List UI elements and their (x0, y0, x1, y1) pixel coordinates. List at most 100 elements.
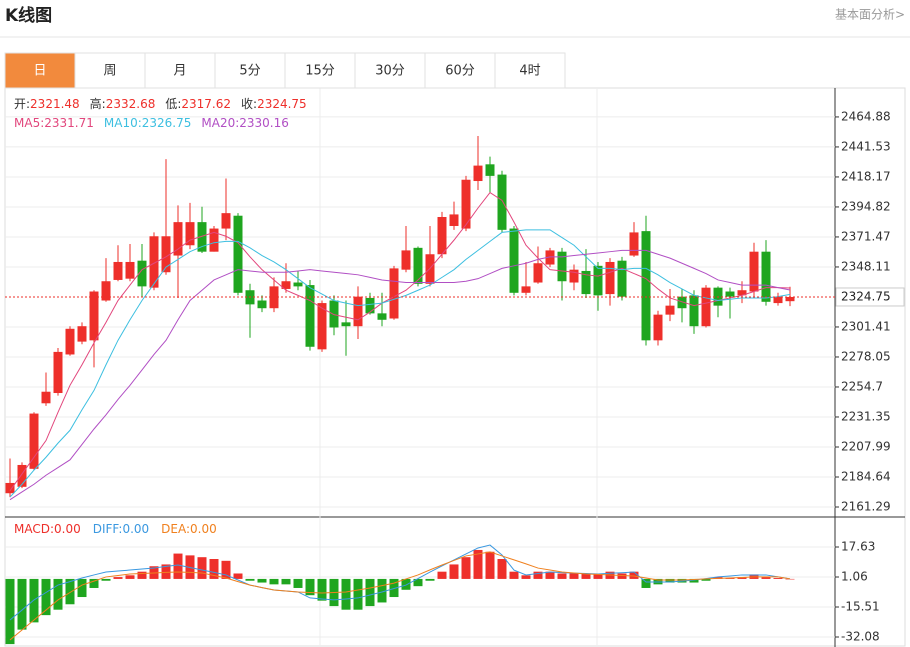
tab-label[interactable]: 5分 (239, 64, 260, 79)
macd-bar (521, 575, 531, 579)
macd-bar (689, 578, 699, 583)
macd-bar (785, 578, 795, 580)
candle-body (461, 179, 471, 229)
macd-bar (353, 578, 363, 610)
candle-body (677, 296, 687, 309)
tab-label[interactable]: 60分 (445, 64, 475, 79)
candle-body (785, 296, 795, 302)
info-value: 2331.71 (44, 116, 94, 130)
last-price-label: 2324.75 (841, 289, 891, 303)
macd-bar (41, 578, 51, 616)
widget-title: K线图 (5, 5, 52, 26)
y-tick-label: 1.06 (841, 570, 868, 584)
info-label: MA20: (201, 116, 239, 130)
candle-body (761, 251, 771, 302)
candle-body (485, 164, 495, 176)
info-value: 2321.48 (30, 97, 80, 111)
macd-bar (737, 577, 747, 579)
info-label: DIFF: (93, 522, 123, 536)
macd-bar (305, 578, 315, 596)
macd-bar (569, 573, 579, 579)
macd-bar (65, 578, 75, 605)
y-tick-label: 2441.53 (841, 139, 891, 153)
candle-body (473, 165, 483, 182)
macd-bar (221, 560, 231, 579)
macd-bar (245, 578, 255, 581)
candle-body (149, 236, 159, 288)
ma-line (9, 229, 791, 498)
candle-body (437, 216, 447, 255)
macd-bar (5, 578, 15, 645)
macd-bar (401, 578, 411, 590)
tab-label[interactable]: 15分 (305, 64, 335, 79)
candle-body (209, 228, 219, 252)
y-tick-label: 2231.35 (841, 409, 891, 423)
macd-bar (125, 575, 135, 579)
tab-label[interactable]: 周 (103, 64, 116, 79)
info-row: MACD:0.00 DIFF:0.00 DEA:0.00 (14, 522, 217, 536)
candle-body (365, 297, 375, 314)
candle-body (653, 314, 663, 341)
macd-bar (533, 571, 543, 579)
tab[interactable] (144, 52, 216, 89)
tab[interactable] (4, 52, 76, 89)
macd-bar (209, 559, 219, 579)
macd-bar (101, 578, 111, 581)
candle-body (773, 296, 783, 304)
candle-body (725, 291, 735, 297)
info-value: 0.00 (54, 522, 81, 536)
candle-body (545, 250, 555, 265)
candle-body (281, 281, 291, 289)
candle-body (41, 391, 51, 404)
info-label: MA10: (104, 116, 142, 130)
info-label: 高: (90, 96, 106, 111)
macd-bar (197, 557, 207, 579)
macd-bar (365, 578, 375, 607)
macd-bar (281, 578, 291, 585)
macd-bar (593, 573, 603, 579)
analysis-link[interactable]: 基本面分析> (835, 8, 905, 22)
macd-bar (545, 571, 555, 579)
candle-body (185, 222, 195, 246)
candle-body (533, 263, 543, 283)
candle-body (497, 174, 507, 230)
tab-label[interactable]: 日 (33, 64, 46, 79)
y-tick-label: 2348.11 (841, 259, 891, 273)
macd-bar (89, 578, 99, 588)
macd-bar (53, 578, 63, 610)
tab[interactable] (494, 52, 566, 89)
macd-bar (113, 577, 123, 579)
macd-bar (317, 578, 327, 601)
y-tick-label: 2464.88 (841, 109, 891, 123)
candle-body (197, 222, 207, 252)
tab[interactable] (284, 52, 356, 89)
macd-bar (29, 578, 39, 623)
info-value: 2326.75 (142, 116, 192, 130)
macd-bar (377, 578, 387, 603)
y-tick-label: 2254.7 (841, 379, 883, 393)
candle-body (641, 231, 651, 341)
candle-body (581, 270, 591, 295)
macd-bar (341, 578, 351, 610)
candle-body (221, 213, 231, 229)
candle-body (665, 305, 675, 315)
candle-body (605, 261, 615, 295)
candle-body (125, 261, 135, 279)
candle-body (701, 287, 711, 327)
tab-label[interactable]: 月 (173, 64, 186, 79)
tab[interactable] (74, 52, 146, 89)
macd-bar (629, 571, 639, 579)
candle-body (113, 261, 123, 280)
y-tick-label: 2371.47 (841, 229, 891, 243)
tab-label[interactable]: 30分 (375, 64, 405, 79)
macd-bar (617, 573, 627, 579)
candle-body (629, 232, 639, 256)
macd-bar (413, 578, 423, 587)
candle-body (329, 300, 339, 328)
tab-label[interactable]: 4时 (519, 64, 540, 79)
tab[interactable] (424, 52, 496, 89)
macd-bar (665, 578, 675, 583)
candle-body (101, 281, 111, 301)
macd-bar (557, 573, 567, 579)
y-tick-label: -15.51 (841, 600, 880, 614)
